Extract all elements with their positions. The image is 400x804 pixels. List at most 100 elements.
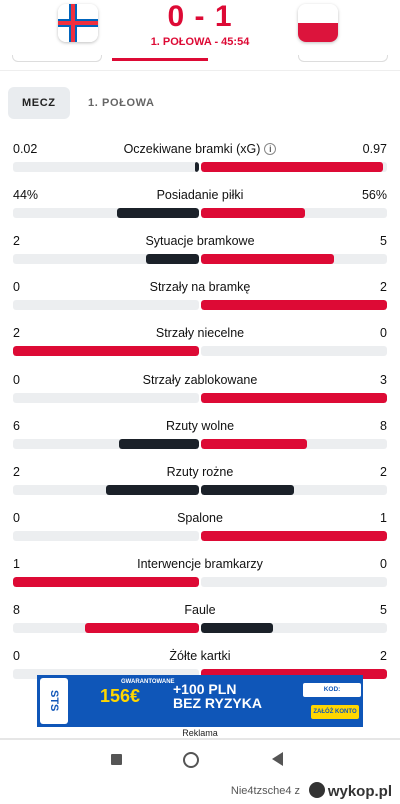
stat-label: Strzały na bramkę [0,280,400,294]
wykop-icon [308,782,325,798]
stat-away-value: 56% [361,188,387,203]
stat-home-value: 0.02 [13,142,38,156]
away-team-flag[interactable] [298,4,338,42]
stat-label: Spalone [0,511,400,525]
stat-home-track [13,162,199,172]
stat-label-text: Interwencje bramkarzy [137,556,263,571]
stat-away-bar [201,623,273,633]
stat-home-value: 2 [13,234,20,249]
stat-label: Strzały zablokowane [0,373,400,387]
stat-row: 8 Faule 5 [0,603,400,649]
sts-logo: STS [40,678,68,724]
back-icon[interactable] [272,752,283,766]
info-icon[interactable]: i [264,143,277,155]
stat-label-text: Rzuty rożne [166,464,234,479]
stat-home-track [13,669,199,680]
stat-home-track [13,623,199,633]
ad-cta-button[interactable]: ZAŁÓŻ KONTO [311,705,359,719]
stat-label: Rzuty rożne [0,465,400,479]
home-team-flag[interactable] [58,4,98,42]
stat-away-value: 2 [380,280,387,295]
stat-away-bar [201,669,387,680]
stat-label-text: Posiadanie piłki [156,188,244,203]
ad-code: KOD: FLASHSCORE [303,683,361,707]
stat-home-bar [84,623,199,633]
stat-away-bar [201,208,306,219]
stat-row: 0 Strzały na bramkę 2 [0,280,400,326]
recents-icon[interactable] [111,754,122,765]
stat-away-track [201,438,387,449]
android-nav-bar [0,740,400,778]
stats-tabs: MECZ 1. POŁOWA [0,70,400,130]
stat-home-track [13,530,199,541]
stat-home-value: 2 [13,326,20,341]
stat-home-bar [13,576,199,587]
stat-away-track [201,576,387,587]
match-score: 0 - 1 [167,0,233,33]
stat-away-bar [201,254,334,265]
stat-label: Oczekiwane bramki (xG) i [0,142,400,156]
card-edge-left [12,55,102,62]
stat-row: 0.02 Oczekiwane bramki (xG) i 0.97 [0,142,400,188]
stat-label: Żółte kartki [0,649,400,663]
stat-row: 2 Rzuty rożne 2 [0,465,400,511]
stat-label: Posiadanie piłki [0,188,400,202]
stat-away-track [201,484,387,495]
tab-match[interactable]: MECZ [8,87,70,119]
score-underline [112,58,208,61]
wykop-logo: wykop.pl [308,782,392,800]
match-period: 1. POŁOWA - 45:54 [150,36,250,48]
stat-away-bar [201,530,387,541]
stat-away-bar [201,392,387,403]
stat-row: 0 Spalone 1 [0,511,400,557]
stat-row: 44% Posiadanie piłki 56% [0,188,400,234]
stat-home-value: 44% [13,188,39,203]
watermark-user: Nie4tzsche4 z [230,785,300,797]
stat-away-bar [201,438,308,449]
stat-label-text: Oczekiwane bramki (xG) [123,142,261,156]
stat-away-track [201,669,387,680]
stat-away-value: 2 [380,649,387,664]
stat-away-value: 3 [380,372,387,387]
stat-away-value: 1 [380,510,387,525]
ad-banner[interactable]: STS GWARANTOWANE 156€ +100 PLN BEZ RYZYK… [37,675,363,727]
stat-label-text: Strzały niecelne [155,326,245,341]
stat-row: 2 Strzały niecelne 0 [0,326,400,372]
stat-away-bar [201,162,384,172]
stat-label-text: Faule [184,603,216,617]
stat-home-value: 0 [13,372,20,387]
stat-home-value: 0 [13,649,20,664]
stat-home-value: 2 [13,464,20,479]
faroe-islands-flag-icon [58,4,98,42]
stat-home-bar [119,438,199,449]
stat-home-track [13,346,199,357]
tab-first-half[interactable]: 1. POŁOWA [88,97,155,109]
home-icon[interactable] [183,752,199,768]
ad-bonus-line2: BEZ RYZYKA [173,695,262,711]
stat-home-value: 1 [13,556,20,571]
stat-home-bar [117,208,199,219]
match-header: 0 - 1 1. POŁOWA - 45:54 [0,0,400,62]
stat-row: 2 Sytuacje bramkowe 5 [0,234,400,280]
stat-away-track [201,392,387,403]
stat-away-bar [201,300,387,311]
stat-home-track [13,254,199,265]
stat-away-track [201,208,387,219]
ad-small-text: GWARANTOWANE [121,679,175,685]
stat-label-text: Rzuty wolne [165,418,235,433]
ad-bonus-line1: +100 PLN [173,681,237,697]
wykop-site: wykop.pl [327,783,392,800]
stat-row: 0 Strzały zablokowane 3 [0,373,400,419]
stat-away-value: 0.97 [362,142,387,156]
ad-divider [0,738,400,740]
stat-home-bar [145,254,199,265]
poland-flag-icon [298,4,338,42]
stat-home-bar [195,162,199,172]
ad-bonus: +100 PLN BEZ RYZYKA [173,682,262,710]
stat-away-track [201,162,387,172]
stat-home-bar [13,346,199,357]
stat-away-value: 5 [380,234,387,249]
stat-label-text: Sytuacje bramkowe [145,234,255,249]
stat-home-track [13,208,199,219]
stat-away-track [201,346,387,357]
